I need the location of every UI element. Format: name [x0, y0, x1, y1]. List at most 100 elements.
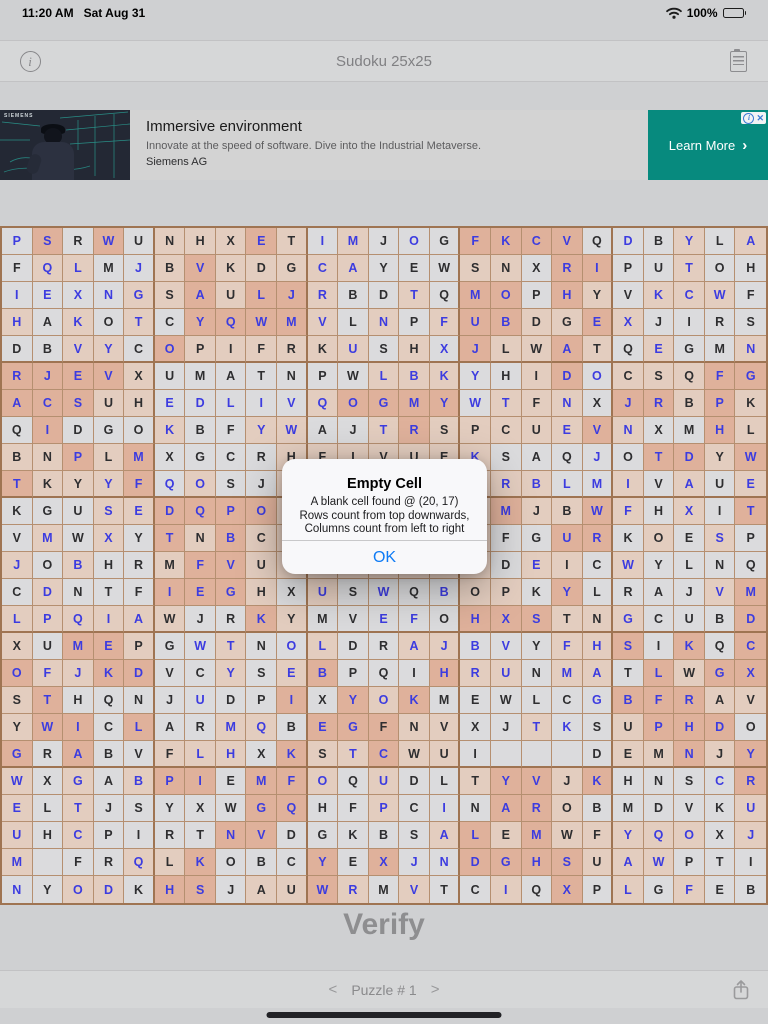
grid-cell-r25-c1[interactable]: N [2, 876, 33, 903]
grid-cell-r18-c11[interactable]: X [307, 687, 339, 714]
grid-cell-r12-c3[interactable]: W [63, 525, 94, 552]
grid-cell-r3-c2[interactable]: E [32, 282, 64, 309]
grid-cell-r18-c25[interactable]: V [735, 687, 766, 714]
grid-cell-r19-c1[interactable]: Y [2, 714, 33, 741]
grid-cell-r24-c11[interactable]: Y [307, 849, 339, 876]
grid-cell-r2-c17[interactable]: N [490, 255, 522, 282]
grid-cell-r4-c19[interactable]: G [552, 309, 583, 336]
grid-cell-r13-c3[interactable]: B [63, 552, 94, 579]
grid-cell-r19-c5[interactable]: L [124, 714, 155, 741]
grid-cell-r16-c21[interactable]: S [613, 633, 644, 660]
grid-cell-r15-c11[interactable]: M [307, 606, 339, 633]
grid-cell-r9-c25[interactable]: W [735, 444, 766, 471]
grid-cell-r23-c7[interactable]: T [185, 822, 216, 849]
grid-cell-r17-c23[interactable]: W [674, 660, 705, 687]
grid-cell-r15-c17[interactable]: X [490, 606, 522, 633]
grid-cell-r25-c24[interactable]: E [704, 876, 736, 903]
grid-cell-r7-c20[interactable]: X [582, 390, 614, 417]
grid-cell-r15-c9[interactable]: K [246, 606, 278, 633]
grid-cell-r5-c3[interactable]: V [63, 336, 94, 363]
grid-cell-r12-c18[interactable]: G [521, 525, 553, 552]
grid-cell-r19-c7[interactable]: R [185, 714, 216, 741]
grid-cell-r9-c20[interactable]: J [582, 444, 614, 471]
grid-cell-r10-c19[interactable]: L [552, 471, 583, 498]
grid-cell-r22-c22[interactable]: D [643, 795, 675, 822]
grid-cell-r5-c9[interactable]: F [246, 336, 278, 363]
grid-cell-r19-c19[interactable]: K [552, 714, 583, 741]
grid-cell-r22-c15[interactable]: I [429, 795, 461, 822]
grid-cell-r8-c16[interactable]: P [460, 417, 491, 444]
grid-cell-r16-c2[interactable]: U [32, 633, 64, 660]
grid-cell-r7-c13[interactable]: G [368, 390, 400, 417]
grid-cell-r5-c8[interactable]: I [215, 336, 247, 363]
grid-cell-r3-c7[interactable]: A [185, 282, 216, 309]
grid-cell-r9-c6[interactable]: X [154, 444, 186, 471]
grid-cell-r17-c20[interactable]: A [582, 660, 614, 687]
grid-cell-r22-c21[interactable]: M [613, 795, 644, 822]
grid-cell-r19-c12[interactable]: G [338, 714, 369, 741]
grid-cell-r12-c5[interactable]: Y [124, 525, 155, 552]
grid-cell-r5-c12[interactable]: U [338, 336, 369, 363]
grid-cell-r19-c4[interactable]: C [93, 714, 125, 741]
grid-cell-r23-c16[interactable]: L [460, 822, 491, 849]
grid-cell-r1-c8[interactable]: X [215, 228, 247, 255]
grid-cell-r3-c3[interactable]: X [63, 282, 94, 309]
grid-cell-r9-c17[interactable]: S [490, 444, 522, 471]
grid-cell-r17-c15[interactable]: H [429, 660, 461, 687]
grid-cell-r25-c10[interactable]: U [277, 876, 308, 903]
grid-cell-r16-c17[interactable]: V [490, 633, 522, 660]
grid-cell-r4-c9[interactable]: W [246, 309, 278, 336]
grid-cell-r18-c2[interactable]: T [32, 687, 64, 714]
grid-cell-r25-c16[interactable]: C [460, 876, 491, 903]
grid-cell-r24-c8[interactable]: O [215, 849, 247, 876]
grid-cell-r17-c1[interactable]: O [2, 660, 33, 687]
grid-cell-r2-c3[interactable]: L [63, 255, 94, 282]
grid-cell-r21-c6[interactable]: P [154, 768, 186, 795]
grid-cell-r15-c6[interactable]: W [154, 606, 186, 633]
grid-cell-r24-c6[interactable]: L [154, 849, 186, 876]
grid-cell-r1-c21[interactable]: D [613, 228, 644, 255]
grid-cell-r21-c5[interactable]: B [124, 768, 155, 795]
grid-cell-r14-c12[interactable]: S [338, 579, 369, 606]
grid-cell-r8-c7[interactable]: B [185, 417, 216, 444]
grid-cell-r20-c1[interactable]: G [2, 741, 33, 768]
grid-cell-r14-c3[interactable]: N [63, 579, 94, 606]
grid-cell-r16-c7[interactable]: W [185, 633, 216, 660]
grid-cell-r8-c25[interactable]: L [735, 417, 766, 444]
grid-cell-r23-c13[interactable]: B [368, 822, 400, 849]
grid-cell-r14-c10[interactable]: X [277, 579, 308, 606]
grid-cell-r25-c9[interactable]: A [246, 876, 278, 903]
grid-cell-r19-c25[interactable]: O [735, 714, 766, 741]
grid-cell-r2-c25[interactable]: H [735, 255, 766, 282]
grid-cell-r6-c11[interactable]: P [307, 363, 339, 390]
grid-cell-r15-c15[interactable]: O [429, 606, 461, 633]
grid-cell-r19-c20[interactable]: S [582, 714, 614, 741]
grid-cell-r24-c4[interactable]: R [93, 849, 125, 876]
grid-cell-r18-c23[interactable]: R [674, 687, 705, 714]
grid-cell-r2-c24[interactable]: O [704, 255, 736, 282]
grid-cell-r10-c5[interactable]: F [124, 471, 155, 498]
grid-cell-r9-c3[interactable]: P [63, 444, 94, 471]
grid-cell-r20-c20[interactable]: D [582, 741, 614, 768]
grid-cell-r4-c21[interactable]: X [613, 309, 644, 336]
grid-cell-r20-c7[interactable]: L [185, 741, 216, 768]
grid-cell-r6-c22[interactable]: S [643, 363, 675, 390]
grid-cell-r6-c14[interactable]: B [399, 363, 430, 390]
grid-cell-r4-c17[interactable]: B [490, 309, 522, 336]
grid-cell-r25-c20[interactable]: P [582, 876, 614, 903]
grid-cell-r14-c21[interactable]: R [613, 579, 644, 606]
grid-cell-r21-c21[interactable]: H [613, 768, 644, 795]
grid-cell-r5-c5[interactable]: C [124, 336, 155, 363]
grid-cell-r4-c1[interactable]: H [2, 309, 33, 336]
grid-cell-r16-c6[interactable]: G [154, 633, 186, 660]
grid-cell-r12-c17[interactable]: F [490, 525, 522, 552]
grid-cell-r4-c2[interactable]: A [32, 309, 64, 336]
grid-cell-r11-c8[interactable]: P [215, 498, 247, 525]
grid-cell-r14-c8[interactable]: G [215, 579, 247, 606]
grid-cell-r6-c9[interactable]: T [246, 363, 278, 390]
grid-cell-r12-c19[interactable]: U [552, 525, 583, 552]
grid-cell-r13-c7[interactable]: F [185, 552, 216, 579]
grid-cell-r4-c8[interactable]: Q [215, 309, 247, 336]
grid-cell-r7-c2[interactable]: C [32, 390, 64, 417]
grid-cell-r8-c24[interactable]: H [704, 417, 736, 444]
